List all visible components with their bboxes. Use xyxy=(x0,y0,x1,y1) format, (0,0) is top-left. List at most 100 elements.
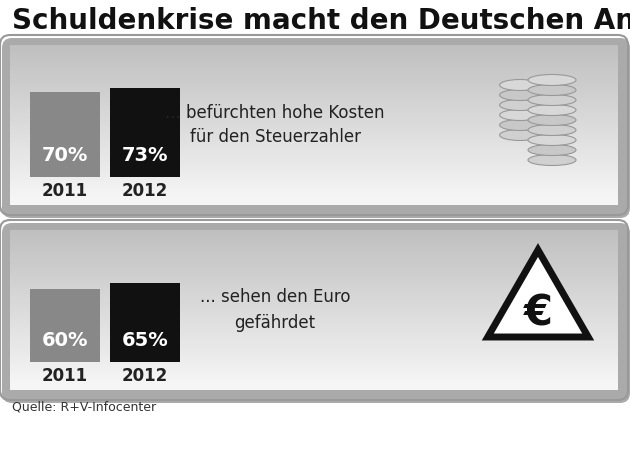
Bar xyxy=(10,376,618,379)
FancyBboxPatch shape xyxy=(2,38,630,218)
Bar xyxy=(10,197,618,200)
Bar xyxy=(10,344,618,347)
Bar xyxy=(10,262,618,265)
Bar xyxy=(10,304,618,307)
Bar xyxy=(10,175,618,178)
Ellipse shape xyxy=(528,95,576,106)
Bar xyxy=(10,148,618,152)
Bar xyxy=(10,165,618,167)
Bar xyxy=(10,259,618,262)
Bar xyxy=(10,167,618,170)
Bar xyxy=(10,323,618,326)
Bar xyxy=(10,186,618,189)
Bar xyxy=(110,283,180,362)
Bar xyxy=(10,288,618,291)
Bar xyxy=(10,352,618,355)
Bar xyxy=(10,379,618,382)
Bar xyxy=(10,106,618,109)
Bar xyxy=(10,365,618,369)
Ellipse shape xyxy=(528,135,576,146)
Bar xyxy=(10,135,618,138)
Bar xyxy=(110,88,180,177)
Bar xyxy=(10,374,618,377)
Bar xyxy=(10,157,618,160)
Bar xyxy=(10,130,618,133)
Text: Quelle: R+V-Infocenter: Quelle: R+V-Infocenter xyxy=(12,400,156,413)
Bar xyxy=(10,87,618,91)
Bar xyxy=(10,188,618,192)
Bar xyxy=(10,318,618,321)
Bar xyxy=(10,82,618,85)
Bar xyxy=(10,238,618,241)
Text: 65%: 65% xyxy=(122,331,168,350)
Ellipse shape xyxy=(528,115,576,126)
Bar xyxy=(10,92,618,96)
Bar xyxy=(10,267,618,270)
Bar xyxy=(10,52,618,56)
Bar xyxy=(10,125,618,128)
Bar xyxy=(10,183,618,187)
Bar xyxy=(10,384,618,387)
Bar xyxy=(10,146,618,149)
Bar xyxy=(10,79,618,82)
Bar xyxy=(10,360,618,364)
Bar xyxy=(10,302,618,305)
Bar xyxy=(10,101,618,104)
Bar xyxy=(10,264,618,268)
Bar xyxy=(10,256,618,259)
Bar xyxy=(10,122,618,125)
Bar xyxy=(10,172,618,176)
Bar xyxy=(10,251,618,254)
Bar xyxy=(10,170,618,173)
Bar xyxy=(10,336,618,339)
Bar xyxy=(10,235,618,238)
Bar xyxy=(10,63,618,66)
Bar xyxy=(10,66,618,69)
Text: ... befürchten hohe Kosten
für den Steuerzahler: ... befürchten hohe Kosten für den Steue… xyxy=(165,103,385,147)
Bar xyxy=(10,328,618,331)
Bar xyxy=(10,299,618,302)
Text: 2011: 2011 xyxy=(42,182,88,200)
Bar xyxy=(10,55,618,58)
Bar xyxy=(10,253,618,257)
Bar xyxy=(10,138,618,141)
Bar xyxy=(10,283,618,286)
Bar xyxy=(10,248,618,251)
Bar xyxy=(10,103,618,106)
Bar xyxy=(10,334,618,337)
Bar xyxy=(10,381,618,384)
Bar xyxy=(10,291,618,294)
Bar xyxy=(10,127,618,130)
Bar xyxy=(10,108,618,111)
Ellipse shape xyxy=(500,100,541,111)
Bar xyxy=(10,368,618,371)
Text: Schuldenkrise macht den Deutschen Angst: Schuldenkrise macht den Deutschen Angst xyxy=(12,7,630,35)
Bar xyxy=(10,320,618,324)
Ellipse shape xyxy=(528,105,576,116)
Bar xyxy=(10,141,618,144)
Ellipse shape xyxy=(500,80,541,91)
Bar xyxy=(10,85,618,88)
Text: €: € xyxy=(524,293,553,335)
Bar xyxy=(10,154,618,157)
Bar xyxy=(10,246,618,249)
Bar xyxy=(10,159,618,162)
Text: 2012: 2012 xyxy=(122,367,168,385)
Bar xyxy=(10,98,618,101)
Ellipse shape xyxy=(500,120,541,131)
Bar xyxy=(10,151,618,154)
Bar xyxy=(10,285,618,288)
Bar xyxy=(10,325,618,329)
Ellipse shape xyxy=(528,85,576,96)
Bar xyxy=(10,90,618,93)
Bar xyxy=(10,363,618,366)
Bar xyxy=(10,229,618,233)
Bar xyxy=(10,269,618,273)
Bar xyxy=(10,339,618,342)
Text: 60%: 60% xyxy=(42,331,88,350)
Bar xyxy=(10,47,618,51)
Text: 2012: 2012 xyxy=(122,182,168,200)
Bar xyxy=(10,95,618,98)
Bar xyxy=(10,50,618,53)
Bar xyxy=(10,293,618,297)
